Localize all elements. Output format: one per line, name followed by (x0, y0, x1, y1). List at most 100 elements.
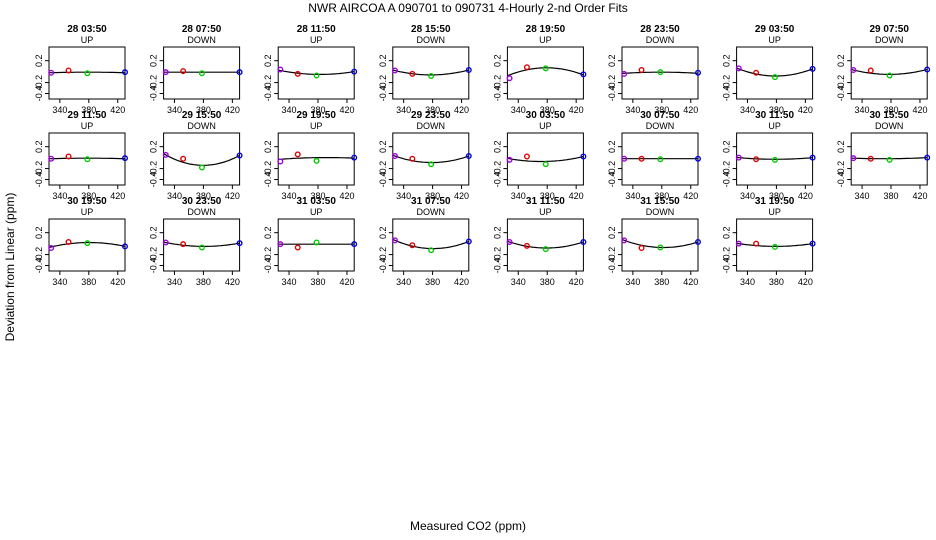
x-tick-label: 420 (339, 191, 354, 201)
y-tick-label: -0.4 (149, 258, 159, 274)
fit-curve (278, 69, 355, 75)
x-tick-label: 380 (310, 277, 325, 287)
x-axis-label: Measured CO2 (ppm) (409, 519, 527, 533)
x-tick-label: 340 (396, 277, 411, 287)
fit-curve (621, 238, 699, 249)
x-tick-label: 380 (196, 277, 211, 287)
x-tick-label: 420 (683, 191, 698, 201)
y-tick-label: -0.2 (836, 161, 846, 177)
fit-curve (48, 241, 126, 248)
y-tick-label: 0.2 (378, 226, 388, 239)
data-point (428, 161, 435, 168)
data-point (198, 244, 205, 251)
data-point (621, 70, 628, 77)
panel-direction-label: DOWN (417, 121, 446, 131)
x-tick-label: 340 (511, 105, 526, 115)
y-tick-label: -0.2 (378, 247, 388, 263)
fit-curve (736, 67, 813, 77)
fit-curve (851, 157, 928, 160)
panel-title: 30 19:50 (67, 196, 107, 207)
x-tick-label: 380 (769, 277, 784, 287)
x-tick-label: 420 (454, 191, 469, 201)
x-tick-label: 340 (396, 105, 411, 115)
x-tick-label: 380 (310, 105, 325, 115)
y-tick-label: -0.4 (263, 86, 273, 102)
x-tick-label: 420 (798, 277, 813, 287)
data-point (391, 152, 398, 159)
panel-frame (277, 46, 355, 100)
panel-title: 28 23:50 (640, 24, 680, 35)
data-point (850, 66, 857, 73)
panel-frame (392, 46, 470, 100)
data-point (657, 244, 664, 251)
data-point (506, 156, 513, 163)
y-tick-label: -0.4 (149, 86, 159, 102)
fit-curve (392, 69, 469, 76)
y-tick-label: -0.2 (722, 161, 732, 177)
x-tick-label: 380 (196, 105, 211, 115)
panel-direction-label: UP (310, 35, 323, 45)
x-tick-label: 420 (569, 191, 584, 201)
panel-title: 30 03:50 (526, 110, 566, 121)
panel-frame (163, 132, 241, 186)
data-point (771, 243, 778, 250)
y-tick-label: 0.2 (263, 54, 273, 67)
data-point (735, 240, 742, 247)
x-tick-label: 420 (454, 105, 469, 115)
panel-direction-label: DOWN (187, 207, 216, 217)
data-point (65, 153, 72, 160)
data-point (753, 240, 760, 247)
data-point (236, 152, 243, 159)
y-tick-label: -0.4 (149, 172, 159, 188)
x-tick-label: 420 (339, 277, 354, 287)
data-point (294, 151, 301, 158)
data-point (294, 244, 301, 251)
y-tick-label: 0.2 (492, 140, 502, 153)
y-tick-label: -0.2 (607, 75, 617, 91)
data-point (180, 241, 187, 248)
panel-direction-label: DOWN (646, 121, 675, 131)
data-point (428, 247, 435, 254)
x-tick-label: 340 (511, 191, 526, 201)
panel-frame (506, 46, 584, 100)
y-tick-label: -0.2 (722, 75, 732, 91)
data-point (735, 65, 742, 72)
panel-title: 28 11:50 (297, 24, 336, 35)
x-tick-label: 380 (654, 105, 669, 115)
y-tick-label: -0.4 (263, 258, 273, 274)
y-tick-label: -0.2 (378, 75, 388, 91)
data-point (886, 156, 893, 163)
y-tick-label: 0.2 (722, 140, 732, 153)
y-tick-label: 0.2 (149, 226, 159, 239)
data-point (277, 66, 284, 73)
y-tick-label: -0.2 (263, 247, 273, 263)
data-point (65, 67, 72, 74)
x-tick-label: 420 (912, 105, 927, 115)
y-tick-label: 0.2 (263, 140, 273, 153)
y-tick-label: 0.2 (607, 54, 617, 67)
panel-title: 28 15:50 (411, 24, 451, 35)
x-tick-label: 380 (425, 277, 440, 287)
y-tick-label: -0.2 (149, 75, 159, 91)
data-point (753, 69, 760, 76)
x-tick-label: 420 (569, 105, 584, 115)
y-tick-label: 0.2 (492, 226, 502, 239)
panel-frame (163, 46, 241, 100)
x-tick-label: 420 (912, 191, 927, 201)
panel-title: 31 19:50 (755, 196, 795, 207)
y-tick-label: -0.2 (149, 161, 159, 177)
x-tick-label: 420 (225, 191, 240, 201)
data-point (162, 151, 169, 158)
panel-frame (506, 218, 584, 272)
fit-curve (278, 157, 355, 160)
data-point (48, 155, 55, 162)
panel-title: 28 19:50 (526, 24, 566, 35)
data-point (542, 161, 549, 168)
